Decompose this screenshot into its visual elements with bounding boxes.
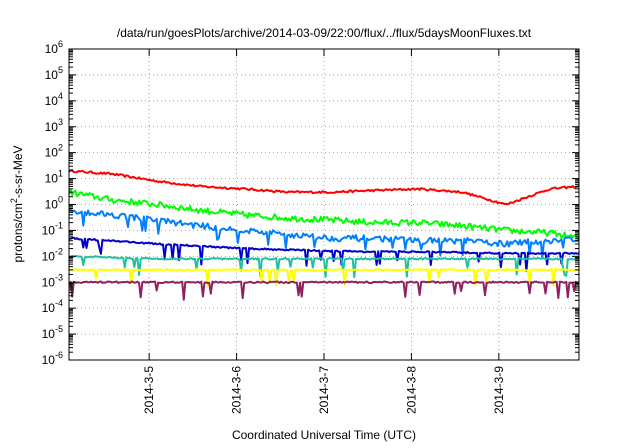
y-tick-label: 10-2: [42, 246, 63, 263]
series-line: [68, 280, 580, 301]
y-tick-label: 10-5: [42, 324, 63, 341]
x-tick-labels: 2014-3-5 2014-3-6 2014-3-7 2014-3-8 2014-3-9: [142, 366, 506, 414]
y-tick-base: 10: [45, 68, 59, 82]
y-tick-label: 104: [45, 91, 63, 108]
y-tick-exp: -5: [55, 324, 63, 334]
y-tick-base: 10: [42, 275, 56, 289]
y-tick-exp: 6: [58, 39, 63, 49]
series-line: [68, 169, 580, 206]
y-tick-base: 10: [45, 94, 59, 108]
series-group: [68, 169, 580, 301]
y-tick-base: 10: [45, 146, 59, 160]
y-tick-base: 10: [42, 223, 56, 237]
y-tick-base: 10: [45, 120, 59, 134]
y-tick-label: 100: [45, 195, 63, 212]
series-line: [68, 236, 580, 273]
y-tick-labels: 10-610-510-410-310-210-11001011021031041…: [42, 39, 63, 367]
series-line: [68, 208, 580, 259]
y-axis-title-part2: -s-sr-MeV: [11, 145, 25, 198]
ticks: [69, 48, 579, 361]
y-tick-base: 10: [45, 198, 59, 212]
x-tick-label: 2014-3-6: [230, 366, 244, 414]
y-tick-exp: 4: [58, 91, 63, 101]
x-axis-title: Coordinated Universal Time (UTC): [232, 428, 416, 442]
y-tick-exp: 5: [58, 65, 63, 75]
y-tick-exp: -1: [55, 220, 63, 230]
series-line: [68, 188, 580, 240]
y-tick-label: 10-6: [42, 350, 63, 367]
y-tick-exp: 2: [58, 143, 63, 153]
y-tick-exp: 3: [58, 117, 63, 127]
y-tick-label: 105: [45, 65, 63, 82]
y-tick-label: 102: [45, 143, 63, 160]
y-tick-label: 10-3: [42, 272, 63, 289]
y-axis-title-sup: 2: [9, 198, 19, 203]
series-line: [68, 254, 580, 279]
y-tick-base: 10: [42, 327, 56, 341]
y-tick-exp: 1: [58, 169, 63, 179]
y-tick-exp: -2: [55, 246, 63, 256]
y-axis-title: protons/cm2-s-sr-MeV: [9, 145, 25, 262]
y-tick-exp: -6: [55, 350, 63, 360]
y-tick-base: 10: [42, 353, 56, 367]
y-tick-label: 103: [45, 117, 63, 134]
y-tick-base: 10: [42, 301, 56, 315]
y-tick-label: 101: [45, 169, 63, 186]
y-tick-label: 10-4: [42, 298, 63, 315]
y-tick-exp: -4: [55, 298, 63, 308]
y-axis-title-part1: protons/cm: [11, 203, 25, 262]
y-tick-label: 10-1: [42, 220, 63, 237]
x-tick-label: 2014-3-8: [404, 366, 418, 414]
y-tick-base: 10: [45, 42, 59, 56]
x-tick-label: 2014-3-5: [142, 366, 156, 414]
y-tick-exp: -3: [55, 272, 63, 282]
grid: [69, 49, 579, 360]
chart-title: /data/run/goesPlots/archive/2014-03-09/2…: [117, 26, 532, 40]
y-tick-base: 10: [45, 172, 59, 186]
y-tick-base: 10: [42, 249, 56, 263]
series-line: [68, 268, 580, 288]
x-tick-label: 2014-3-9: [492, 366, 506, 414]
x-tick-label: 2014-3-7: [317, 366, 331, 414]
y-tick-exp: 0: [58, 195, 63, 205]
y-tick-label: 106: [45, 39, 63, 56]
